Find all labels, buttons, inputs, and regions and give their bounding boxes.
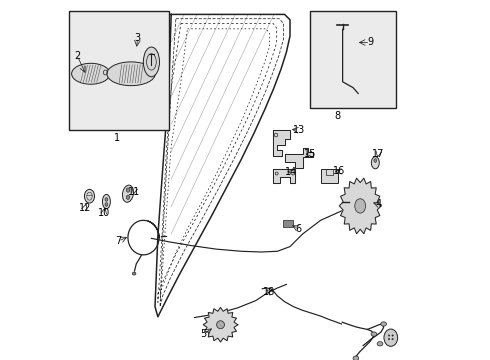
Text: 13: 13: [293, 125, 305, 135]
Text: 18: 18: [263, 287, 275, 297]
Ellipse shape: [144, 47, 159, 77]
FancyBboxPatch shape: [310, 11, 396, 108]
Text: 10: 10: [98, 208, 110, 218]
Text: 1: 1: [114, 132, 120, 143]
Text: 12: 12: [78, 203, 91, 213]
Polygon shape: [203, 307, 238, 342]
Text: 2: 2: [74, 51, 80, 61]
Polygon shape: [285, 148, 313, 168]
Text: 8: 8: [335, 111, 341, 121]
Polygon shape: [273, 169, 295, 183]
Text: 11: 11: [128, 186, 140, 197]
Ellipse shape: [374, 159, 377, 162]
Text: 6: 6: [295, 224, 301, 234]
Ellipse shape: [126, 188, 130, 192]
Ellipse shape: [107, 62, 155, 86]
Text: 5: 5: [200, 329, 207, 339]
Ellipse shape: [388, 338, 390, 340]
Ellipse shape: [132, 272, 136, 275]
Ellipse shape: [377, 342, 383, 346]
Polygon shape: [273, 130, 291, 156]
Ellipse shape: [392, 335, 393, 336]
Text: 14: 14: [285, 167, 297, 177]
Text: 7: 7: [115, 236, 122, 246]
Text: 3: 3: [135, 33, 141, 43]
Ellipse shape: [126, 195, 130, 199]
Ellipse shape: [84, 189, 95, 203]
Ellipse shape: [388, 335, 390, 336]
Ellipse shape: [384, 329, 398, 346]
Ellipse shape: [122, 185, 134, 202]
Text: 9: 9: [367, 37, 373, 48]
Ellipse shape: [392, 338, 393, 340]
Ellipse shape: [353, 356, 359, 360]
Bar: [320, 169, 338, 183]
Ellipse shape: [371, 332, 377, 336]
Ellipse shape: [72, 63, 110, 84]
Ellipse shape: [355, 199, 366, 213]
Text: 15: 15: [304, 149, 317, 159]
Text: 4: 4: [375, 199, 381, 210]
Text: 17: 17: [372, 149, 384, 159]
Ellipse shape: [217, 321, 224, 329]
Ellipse shape: [381, 322, 387, 326]
Bar: [283, 220, 293, 227]
Text: 16: 16: [333, 166, 345, 176]
FancyBboxPatch shape: [69, 11, 170, 130]
Ellipse shape: [371, 157, 379, 169]
Ellipse shape: [102, 194, 110, 209]
Ellipse shape: [105, 198, 108, 201]
Polygon shape: [339, 178, 381, 234]
Ellipse shape: [105, 203, 108, 206]
